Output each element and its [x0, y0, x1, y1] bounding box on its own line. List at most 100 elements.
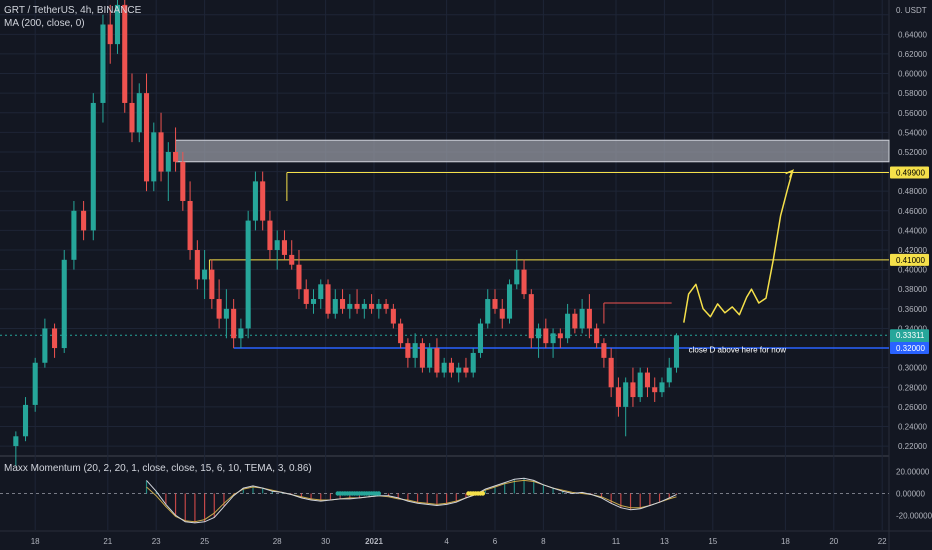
- axis-top-mask: [891, 0, 932, 18]
- candle-body: [252, 181, 258, 221]
- price-label-text: 0.33311: [896, 331, 925, 340]
- candle-body: [114, 4, 121, 45]
- candle-body: [231, 308, 237, 339]
- candle-body: [223, 308, 229, 319]
- indicator-tick-label: 0.00000: [896, 490, 925, 499]
- resistance-zone: [175, 139, 890, 163]
- indicator-signal-dot: [480, 491, 486, 496]
- candle-body: [492, 299, 498, 309]
- time-tick-label: 8: [541, 537, 546, 546]
- candle-body: [122, 4, 128, 103]
- candle-body: [173, 151, 179, 162]
- candle-body: [579, 308, 585, 329]
- candle-body: [202, 269, 208, 280]
- candle-body: [398, 323, 404, 344]
- candle-body: [630, 382, 636, 398]
- price-label-box: [890, 166, 929, 179]
- candle-body: [521, 269, 527, 295]
- time-tick-label: 20: [829, 537, 838, 546]
- time-tick-label: 13: [660, 537, 669, 546]
- candle-body: [194, 250, 200, 280]
- candle-body: [659, 382, 665, 393]
- candle-body: [572, 313, 578, 329]
- candle-body: [594, 328, 600, 344]
- price-label-text: 0.49900: [896, 169, 925, 178]
- candle-body: [136, 93, 142, 133]
- time-tick-label: 23: [152, 537, 161, 546]
- symbol-title: GRT / TetherUS, 4h, BINANCE: [4, 5, 142, 16]
- price-label-text: 0.32000: [896, 344, 925, 353]
- price-tick-label: 0.40000: [898, 266, 927, 275]
- price-tick-label: 0.60000: [898, 70, 927, 79]
- candle-body: [332, 299, 338, 314]
- indicator-legend: Maxx Momentum (20, 2, 20, 1, close, clos…: [4, 463, 312, 474]
- candle-body: [637, 372, 643, 398]
- candle-body: [434, 348, 440, 373]
- candle-body: [42, 328, 48, 363]
- candle-body: [557, 333, 563, 339]
- price-tick-label: 0.36000: [898, 305, 927, 314]
- indicator-tick-label: -20.00000: [896, 511, 932, 520]
- candle-body: [61, 259, 67, 349]
- candle-body: [107, 24, 113, 45]
- candle-body: [456, 367, 462, 373]
- candle-body: [514, 269, 520, 285]
- candle-body: [390, 308, 396, 324]
- forecast-path: [683, 170, 794, 323]
- candle-body: [427, 348, 433, 368]
- candle-body: [22, 404, 29, 437]
- candle-body: [666, 367, 672, 383]
- time-tick-label: 15: [708, 537, 717, 546]
- price-tick-label: 0.42000: [898, 246, 927, 255]
- candle-body: [528, 294, 534, 339]
- candle-body: [129, 102, 135, 133]
- candle-body: [615, 387, 621, 407]
- candle-body: [274, 240, 280, 251]
- price-tick-label: 0.22000: [898, 442, 927, 451]
- candle-body: [405, 343, 411, 358]
- candle-body: [673, 335, 680, 368]
- price-tick-label: 0.38000: [898, 285, 927, 294]
- candle-body: [506, 284, 513, 319]
- candle-body: [470, 352, 476, 373]
- time-tick-label: 30: [321, 537, 330, 546]
- price-tick-label: 0.56000: [898, 109, 927, 118]
- time-tick-label: 21: [103, 537, 112, 546]
- price-tick-label: 0.46000: [898, 207, 927, 216]
- candle-body: [586, 308, 592, 329]
- candle-body: [550, 333, 556, 344]
- indicator-tick-label: 20.00000: [896, 468, 930, 477]
- time-tick-label: 2021: [365, 537, 383, 546]
- price-tick-label: 0.44000: [898, 226, 927, 235]
- time-tick-label: 18: [781, 537, 790, 546]
- price-tick-label: 0.48000: [898, 187, 927, 196]
- candle-body: [536, 328, 542, 339]
- candle-body: [296, 264, 302, 290]
- candle-body: [601, 343, 607, 358]
- price-tick-label: 0.62000: [898, 50, 927, 59]
- candle-body: [485, 299, 491, 324]
- annotation-text: close D above here for now: [689, 345, 787, 354]
- candle-body: [151, 132, 157, 182]
- candle-body: [383, 303, 389, 309]
- forecast-arrowhead: [785, 169, 795, 178]
- price-tick-label: 0.28000: [898, 383, 927, 392]
- candle-body: [652, 387, 658, 393]
- candle-body: [623, 382, 629, 407]
- candle-body: [419, 343, 425, 368]
- candle-body: [565, 313, 571, 339]
- price-label-box: [890, 329, 929, 342]
- candle-body: [608, 357, 614, 388]
- price-tick-label: 0.64000: [898, 30, 927, 39]
- candle-body: [412, 343, 418, 358]
- candle-body: [52, 328, 58, 349]
- candle-body: [376, 303, 382, 309]
- candle-body: [260, 181, 266, 221]
- candle-body: [158, 132, 164, 172]
- candle-body: [499, 308, 505, 319]
- candle-body: [245, 220, 251, 329]
- candle-body: [310, 299, 317, 304]
